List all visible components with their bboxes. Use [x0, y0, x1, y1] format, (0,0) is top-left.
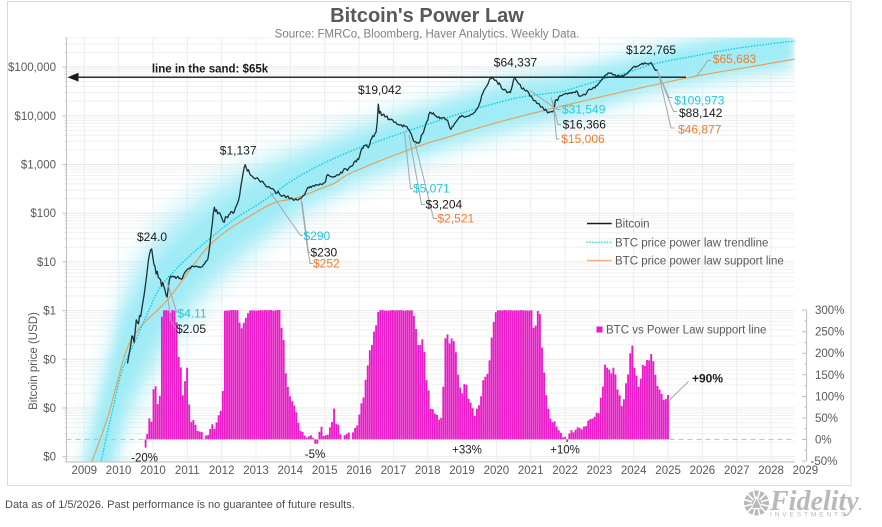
svg-text:$64,337: $64,337	[494, 56, 538, 70]
svg-text:50%: 50%	[815, 413, 838, 425]
svg-text:Bitcoin price (USD): Bitcoin price (USD)	[28, 312, 40, 410]
svg-text:$1,000: $1,000	[21, 160, 56, 172]
svg-text:+10%: +10%	[550, 445, 580, 457]
svg-text:2017: 2017	[381, 465, 407, 477]
svg-text:Source: FMRCo, Bloomberg, Have: Source: FMRCo, Bloomberg, Haver Analytic…	[275, 29, 580, 41]
svg-text:2022: 2022	[552, 465, 578, 477]
svg-text:2026: 2026	[690, 465, 716, 477]
svg-text:$10,000: $10,000	[14, 111, 56, 123]
svg-text:2027: 2027	[724, 465, 750, 477]
svg-text:Fidelity.: Fidelity.	[769, 486, 862, 517]
svg-text:+90%: +90%	[692, 372, 723, 386]
svg-text:100%: 100%	[815, 391, 844, 403]
svg-text:$31,549: $31,549	[562, 103, 606, 117]
svg-text:$24.0: $24.0	[137, 230, 167, 244]
svg-text:2019: 2019	[449, 465, 475, 477]
svg-text:$0: $0	[43, 354, 56, 366]
svg-text:2021: 2021	[518, 465, 544, 477]
svg-text:2018: 2018	[415, 465, 441, 477]
svg-text:$46,877: $46,877	[678, 123, 722, 137]
svg-text:2010: 2010	[106, 465, 132, 477]
svg-text:Data as of 1/5/2026. Past perf: Data as of 1/5/2026. Past performance is…	[5, 499, 355, 511]
svg-text:-5%: -5%	[305, 449, 325, 461]
svg-text:2010: 2010	[140, 465, 166, 477]
svg-text:line in the sand: $65k: line in the sand: $65k	[152, 64, 269, 76]
svg-text:$100: $100	[30, 208, 56, 220]
svg-text:$0: $0	[43, 452, 56, 464]
svg-text:$5,071: $5,071	[413, 182, 450, 196]
svg-text:-20%: -20%	[131, 453, 158, 465]
svg-text:$252: $252	[313, 257, 340, 271]
svg-text:$4.11: $4.11	[177, 307, 206, 321]
svg-text:+33%: +33%	[452, 445, 482, 457]
svg-text:200%: 200%	[815, 348, 844, 360]
svg-text:$122,765: $122,765	[626, 43, 676, 57]
svg-text:Bitcoin: Bitcoin	[615, 219, 650, 231]
svg-text:$2,521: $2,521	[438, 212, 475, 226]
svg-text:$3,204: $3,204	[426, 198, 463, 212]
svg-text:$290: $290	[304, 229, 331, 243]
svg-text:BTC price power law trendline: BTC price power law trendline	[615, 237, 768, 249]
svg-text:Bitcoin's Power Law: Bitcoin's Power Law	[330, 5, 524, 27]
svg-text:$15,006: $15,006	[561, 132, 605, 146]
svg-text:$88,142: $88,142	[679, 106, 723, 120]
svg-text:BTC vs Power Law support line: BTC vs Power Law support line	[606, 325, 766, 337]
svg-text:$1: $1	[43, 306, 56, 318]
svg-text:$10: $10	[37, 257, 56, 269]
svg-text:$65,683: $65,683	[713, 52, 757, 66]
svg-text:BTC price power law support li: BTC price power law support line	[615, 256, 784, 268]
svg-text:2029: 2029	[793, 465, 819, 477]
svg-text:2024: 2024	[621, 465, 647, 477]
svg-text:2020: 2020	[484, 465, 510, 477]
svg-text:250%: 250%	[815, 327, 844, 339]
svg-text:$0: $0	[43, 403, 56, 415]
svg-text:INVESTMENTS: INVESTMENTS	[770, 512, 848, 519]
svg-text:2025: 2025	[655, 465, 681, 477]
svg-text:$19,042: $19,042	[358, 83, 402, 97]
svg-text:2014: 2014	[278, 465, 304, 477]
svg-text:2012: 2012	[209, 465, 235, 477]
svg-text:-50%: -50%	[811, 456, 838, 468]
svg-text:300%: 300%	[815, 305, 844, 317]
svg-text:2023: 2023	[587, 465, 613, 477]
svg-text:$1,137: $1,137	[220, 143, 257, 157]
svg-text:$16,366: $16,366	[563, 118, 607, 132]
svg-text:$2.05: $2.05	[176, 322, 206, 336]
svg-text:2011: 2011	[175, 465, 200, 477]
svg-text:2028: 2028	[758, 465, 784, 477]
svg-text:$100,000: $100,000	[8, 62, 56, 74]
svg-text:2009: 2009	[72, 465, 98, 477]
svg-text:0%: 0%	[815, 435, 832, 447]
svg-text:2016: 2016	[346, 465, 372, 477]
svg-text:150%: 150%	[815, 370, 844, 382]
svg-text:2013: 2013	[243, 465, 269, 477]
svg-text:$230: $230	[311, 246, 338, 260]
svg-text:$109,973: $109,973	[674, 93, 724, 107]
svg-text:2015: 2015	[312, 465, 338, 477]
